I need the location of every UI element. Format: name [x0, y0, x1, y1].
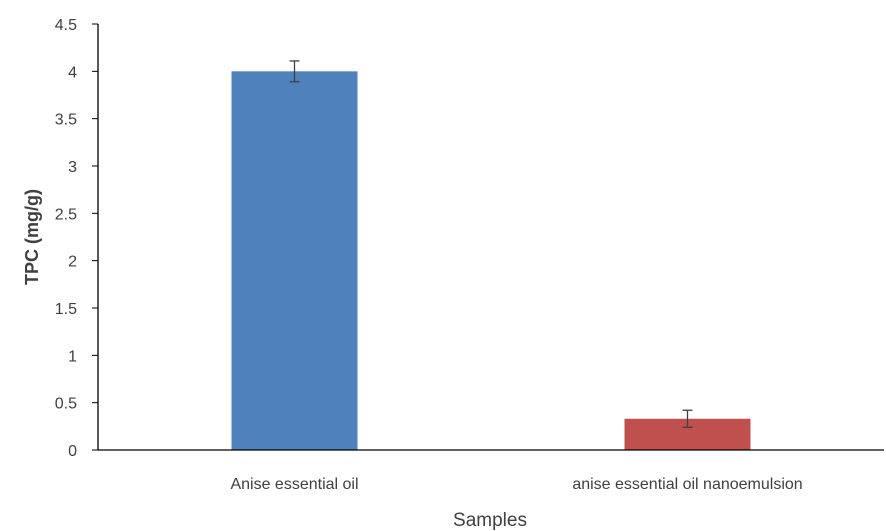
y-tick-label: 3.5 — [55, 112, 77, 129]
x-category-label: anise essential oil nanoemulsion — [572, 476, 802, 493]
error-bar — [289, 60, 300, 83]
error-bars — [289, 60, 693, 428]
error-bar — [682, 409, 693, 428]
y-tick-label: 2 — [68, 254, 77, 271]
bar — [231, 71, 358, 450]
y-tick-label: 4 — [68, 64, 77, 81]
y-tick-label: 3 — [68, 159, 77, 176]
y-tick-label: 2.5 — [55, 206, 77, 223]
y-axis-ticks: 0 0.5 1 1.5 2 2.5 3 3.5 4 4.5 — [55, 17, 98, 460]
y-tick-label: 0.5 — [55, 396, 77, 413]
y-axis-title: TPC (mg/g) — [22, 189, 42, 285]
x-axis-categories: Anise essential oil anise essential oil n… — [230, 476, 802, 493]
x-axis-title: Samples — [453, 510, 527, 531]
x-category-label: Anise essential oil — [230, 476, 358, 493]
bars — [231, 71, 751, 450]
y-tick-label: 0 — [68, 443, 77, 460]
y-tick-label: 1 — [68, 348, 77, 365]
y-tick-label: 1.5 — [55, 301, 77, 318]
y-tick-label: 4.5 — [55, 17, 77, 34]
